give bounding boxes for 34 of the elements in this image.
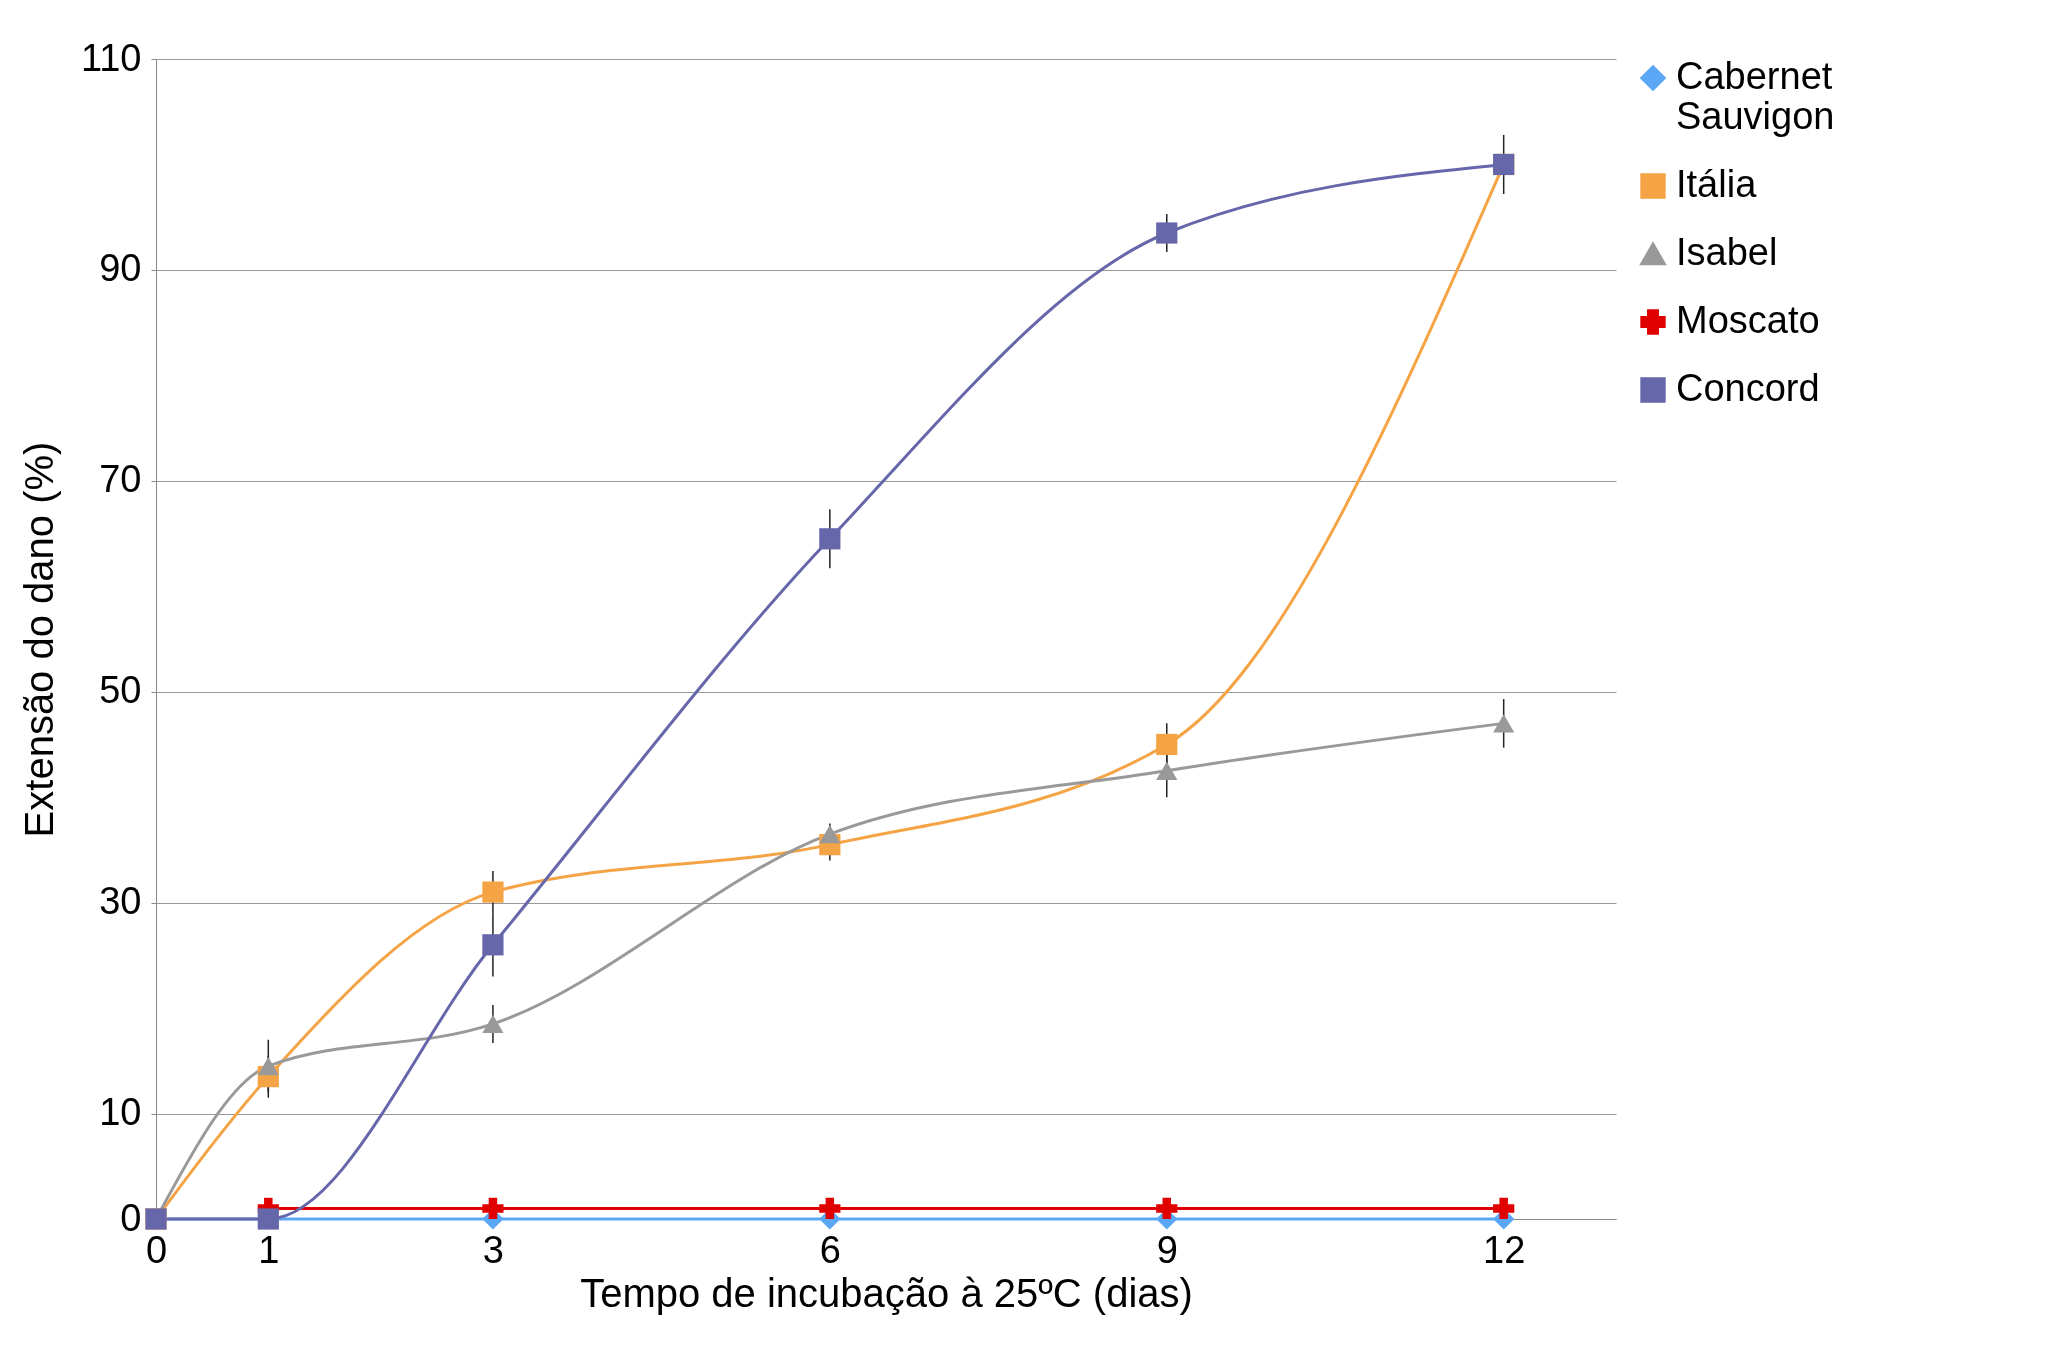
x-tick-label: 0 [145, 1228, 168, 1271]
x-tick-label: 1 [258, 1228, 280, 1271]
y-tick-label: 70 [99, 458, 142, 501]
point [819, 528, 841, 550]
point [1156, 222, 1178, 244]
x-tick-label: 12 [1483, 1228, 1526, 1271]
legend-label: Moscato [1676, 299, 1820, 341]
y-axis-title: Extensão do dano (%) [16, 441, 61, 838]
x-tick-label: 6 [819, 1228, 841, 1271]
point [257, 1056, 279, 1076]
point [482, 934, 504, 956]
legend-label: Isabel [1676, 231, 1778, 273]
point [819, 1197, 841, 1220]
x-axis-title: Tempo de incubação à 25ºC (dias) [580, 1270, 1193, 1315]
point [1493, 1197, 1515, 1220]
point [1156, 1197, 1178, 1220]
point [482, 1014, 504, 1034]
point [819, 824, 841, 844]
x-tick-label: 9 [1156, 1228, 1178, 1271]
x-tick-label: 3 [482, 1228, 504, 1271]
legend-label: Itália [1676, 163, 1758, 205]
y-tick-label: 30 [99, 880, 142, 923]
y-tick-label: 90 [99, 247, 142, 290]
point [1156, 733, 1178, 756]
point [1493, 714, 1515, 733]
point [482, 881, 504, 903]
y-tick-label: 110 [80, 36, 142, 79]
point [1156, 761, 1178, 780]
y-tick-label: 50 [99, 669, 142, 712]
point [482, 1197, 504, 1220]
y-tick-label: 0 [120, 1196, 142, 1239]
y-tick-label: 10 [99, 1091, 142, 1134]
legend-label: Cabernet Sauvigon [1676, 55, 1835, 137]
legend-label: Concord [1676, 367, 1820, 409]
